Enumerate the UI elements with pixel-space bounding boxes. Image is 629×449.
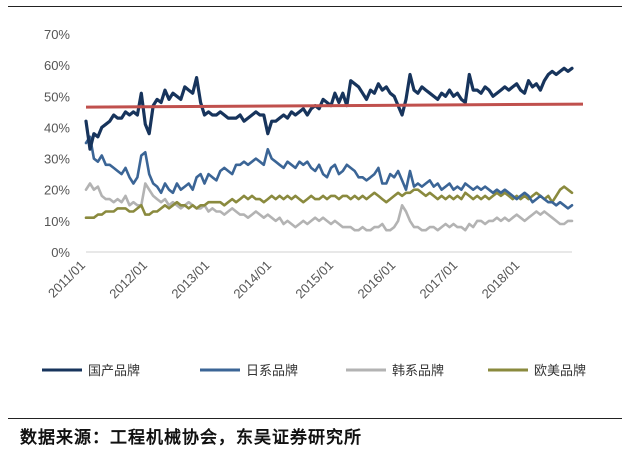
y-tick-label: 30% <box>44 152 70 167</box>
x-tick-label: 2017/01 <box>417 258 461 302</box>
y-tick-label: 0% <box>51 245 70 260</box>
bottom-rule <box>8 418 622 419</box>
legend-label: 国产品牌 <box>88 363 140 379</box>
legend-label: 韩系品牌 <box>392 363 444 379</box>
x-tick-label: 2014/01 <box>230 258 274 302</box>
x-tick-label: 2016/01 <box>354 258 398 302</box>
series-line <box>84 185 574 219</box>
x-tick-label: 2018/01 <box>479 258 523 302</box>
y-tick-label: 20% <box>44 183 70 198</box>
y-tick-label: 50% <box>44 89 70 104</box>
x-axis: 2011/01 2012/01 2013/01 2014/01 2015/01 2016/… <box>45 251 572 302</box>
top-rule <box>8 6 622 7</box>
reference-line-path <box>85 102 584 109</box>
x-tick-label: 2013/01 <box>168 258 212 302</box>
legend: 国产品牌 日系品牌 韩系品牌 欧美品牌 <box>42 363 586 379</box>
x-tick-label: 2012/01 <box>106 258 150 302</box>
legend-label: 欧美品牌 <box>534 363 586 379</box>
x-tick-label: 2011/01 <box>45 258 88 301</box>
series-lines <box>84 66 574 232</box>
line-chart: 0%10%20%30%40%50%60%70% 2011/01 2012/01 20… <box>42 27 586 379</box>
y-axis: 0% 10% 20% 30% 40% 50% 60% 70% <box>44 27 70 260</box>
y-tick-label: 70% <box>44 27 70 42</box>
y-tick-label: 10% <box>44 214 70 229</box>
legend-label: 日系品牌 <box>246 363 298 379</box>
series-line <box>84 182 574 232</box>
series-line <box>84 66 574 151</box>
reference-line <box>85 102 584 109</box>
series-line <box>84 135 574 210</box>
source-note: 数据来源：工程机械协会，东吴证券研究所 <box>20 428 362 448</box>
x-tick-label: 2015/01 <box>292 258 336 302</box>
y-tick-label: 60% <box>44 58 70 73</box>
y-tick-label: 40% <box>44 120 70 135</box>
